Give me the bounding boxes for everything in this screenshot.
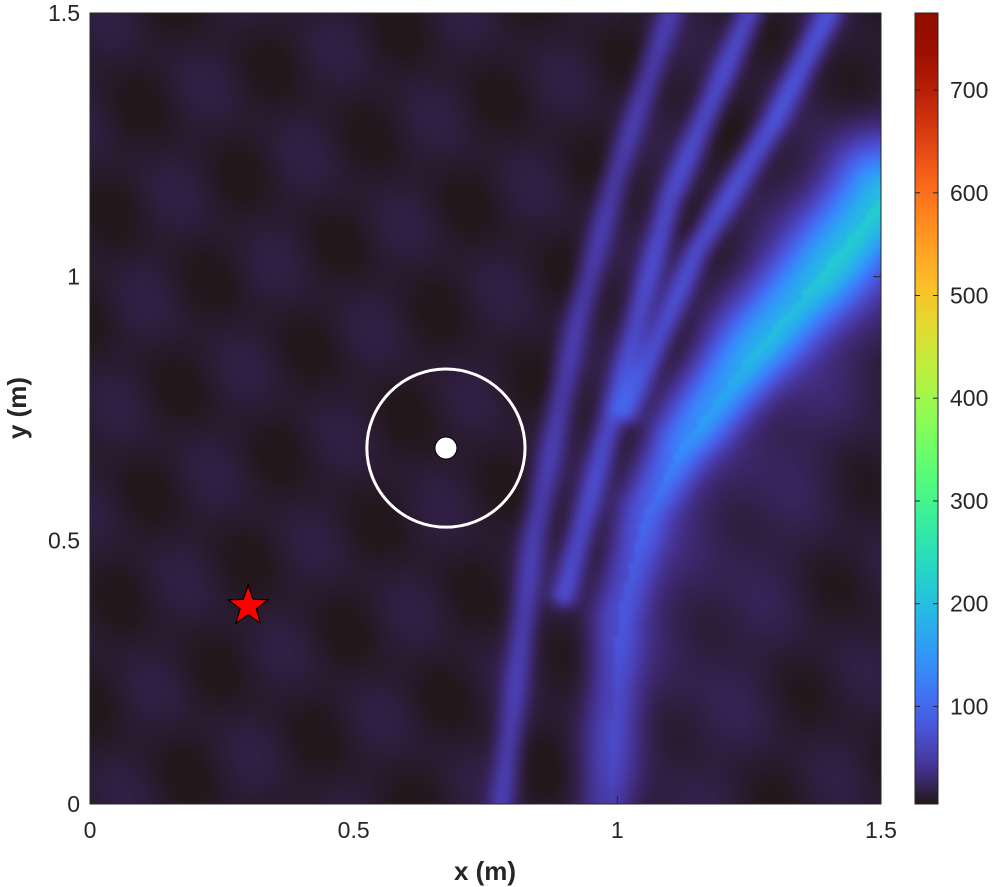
x-axis: 0 0.5 1 1.5 (84, 13, 897, 843)
x-axis-label: x (m) (454, 856, 516, 886)
plot-frame (89, 12, 882, 805)
colorbar-tick-label: 400 (950, 385, 988, 411)
x-tick-label: 1 (611, 817, 624, 843)
heatmap-field (90, 13, 881, 804)
markers-layer (226, 367, 527, 625)
colorbar-tick-label: 500 (950, 283, 988, 309)
y-tick-label: 1 (67, 264, 80, 290)
center-dot-marker (434, 436, 458, 460)
y-axis: 0 0.5 1 1.5 (48, 0, 881, 817)
y-tick-label: 0.5 (48, 527, 80, 553)
plot-area (89, 12, 882, 805)
x-tick-label: 0.5 (338, 817, 370, 843)
x-tick-label: 0 (84, 817, 97, 843)
boundary-circle-marker (365, 367, 527, 529)
colorbar-frame (914, 12, 939, 805)
colorbar-tick-label: 100 (950, 693, 988, 719)
y-tick-label: 1.5 (48, 0, 80, 26)
colorbar-tick-label: 600 (950, 180, 988, 206)
x-tick-label: 1.5 (865, 817, 897, 843)
colorbar-tick-label: 300 (950, 488, 988, 514)
colorbar-gradient (915, 13, 938, 804)
star-marker (226, 583, 270, 625)
colorbar: 100 200 300 400 500 600 700 (914, 12, 988, 805)
colorbar-ticks: 100 200 300 400 500 600 700 (915, 77, 988, 719)
colorbar-tick-label: 700 (950, 77, 988, 103)
colorbar-tick-label: 200 (950, 591, 988, 617)
y-axis-label: y (m) (2, 377, 32, 439)
y-tick-label: 0 (67, 791, 80, 817)
